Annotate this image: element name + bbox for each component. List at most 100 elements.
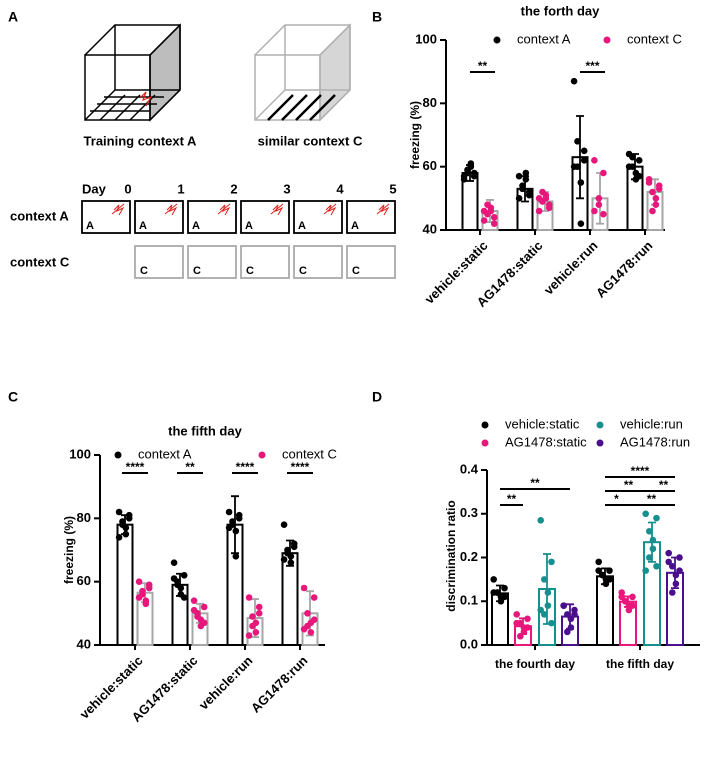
legend-marker [603, 36, 611, 44]
data-point [229, 518, 236, 525]
day-number: 4 [336, 181, 344, 196]
y-tick-label: 40 [77, 636, 91, 651]
data-point [545, 204, 553, 212]
x-tick-label: the fifth day [606, 657, 674, 671]
data-point [310, 594, 318, 601]
data-point [649, 188, 656, 196]
chart-title: the forth day [521, 3, 600, 18]
y-tick-label: 0.1 [460, 593, 478, 608]
data-point [470, 172, 478, 180]
significance-label: ** [530, 476, 540, 490]
data-point [290, 543, 298, 551]
data-point [629, 153, 636, 161]
data-point [174, 581, 181, 589]
x-tick-label: vehicle:run [541, 238, 601, 298]
data-point [467, 160, 475, 167]
significance-label: ** [659, 478, 669, 492]
data-point [577, 179, 585, 186]
day-number: 1 [177, 181, 184, 196]
data-point [606, 567, 613, 574]
data-point [245, 632, 253, 639]
context-title: similar context C [258, 133, 363, 148]
context-a-box [346, 200, 396, 234]
data-point [544, 602, 552, 609]
x-tick-label: AG1478:run [248, 653, 311, 716]
cube-c [254, 23, 351, 122]
data-point [490, 589, 498, 596]
data-point [599, 571, 606, 579]
box-letter: A [86, 220, 94, 232]
significance-label: **** [291, 460, 310, 474]
data-point [564, 628, 571, 636]
data-point [460, 176, 468, 183]
legend-marker [258, 451, 266, 459]
day-number: 0 [124, 181, 131, 196]
context-a-box [187, 200, 237, 234]
x-tick-label: the fourth day [495, 657, 575, 671]
data-point [649, 207, 656, 215]
y-axis-label: discrimination ratio [444, 500, 458, 611]
data-point [635, 157, 643, 164]
data-point [525, 191, 533, 199]
data-point [580, 157, 588, 164]
data-point [539, 188, 546, 196]
data-point [570, 163, 578, 170]
legend-marker [481, 439, 489, 447]
legend-label: vehicle:static [505, 416, 580, 431]
data-point [200, 619, 208, 627]
data-point [665, 549, 672, 557]
data-point [519, 185, 526, 193]
data-point [142, 600, 150, 608]
data-point [522, 176, 530, 183]
y-tick-label: 0.0 [460, 636, 478, 651]
data-point [574, 138, 581, 145]
data-point [115, 508, 123, 516]
box-letter: C [193, 265, 201, 277]
data-point [606, 576, 613, 583]
significance-label: **** [236, 460, 255, 474]
significance-label: ** [647, 492, 657, 506]
data-point [180, 594, 188, 601]
data-point [567, 615, 575, 623]
panel-label: D [372, 389, 382, 405]
day-number: 5 [389, 181, 396, 196]
context-c-box [346, 245, 396, 279]
context-a-box [134, 200, 184, 234]
data-point [595, 201, 603, 208]
legend-marker [493, 36, 501, 44]
y-axis-label: freezing (%) [408, 101, 422, 169]
data-point [280, 521, 288, 528]
data-point [544, 589, 552, 596]
box-letter: A [192, 220, 200, 232]
data-point [232, 553, 240, 560]
data-point [255, 603, 263, 611]
data-point [119, 518, 126, 525]
data-point [194, 613, 201, 620]
significance-label: * [614, 492, 619, 506]
data-point [280, 556, 288, 563]
box-letter: C [246, 265, 254, 277]
data-point [235, 511, 243, 519]
data-point [600, 210, 607, 218]
data-point [649, 545, 657, 553]
data-point [645, 179, 653, 186]
data-point [595, 195, 603, 202]
data-point [515, 195, 523, 202]
data-point [135, 578, 143, 585]
panel-label: B [372, 9, 382, 25]
panel-label: A [8, 9, 18, 25]
data-point [520, 628, 528, 636]
shock-icon [323, 203, 337, 216]
data-point [642, 510, 649, 518]
legend-marker [114, 451, 122, 459]
legend-label: context A [138, 446, 192, 461]
day-label: Day [82, 181, 107, 196]
data-point [139, 587, 146, 595]
data-point [655, 185, 663, 193]
data-point [672, 571, 680, 579]
data-point [255, 610, 263, 617]
data-point [501, 584, 508, 592]
data-point [537, 606, 544, 614]
data-point [635, 172, 643, 180]
